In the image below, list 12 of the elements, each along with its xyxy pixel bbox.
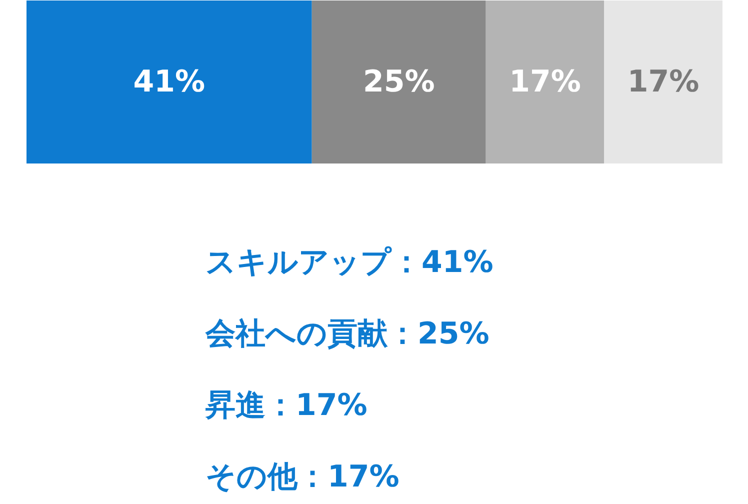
data-label: 17% xyxy=(627,64,700,100)
data-label: 41% xyxy=(133,64,206,100)
bar xyxy=(486,0,604,164)
bar xyxy=(604,0,722,164)
text: スキルアップ：41% xyxy=(206,245,494,280)
text: 昇進：17% xyxy=(204,388,368,423)
data-label: 25% xyxy=(362,64,435,100)
data-label: 17% xyxy=(509,64,581,100)
bar xyxy=(26,0,312,164)
bar xyxy=(312,0,486,164)
text: その他：17% xyxy=(206,460,400,494)
text: 会社への貢献：25% xyxy=(204,316,490,352)
